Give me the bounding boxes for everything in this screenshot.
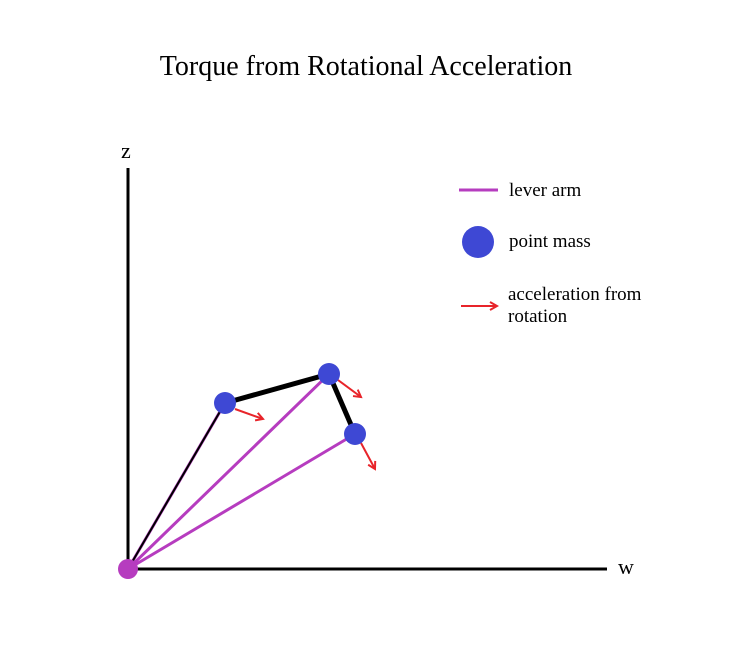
point-mass-2 (318, 363, 340, 385)
link-mass-1-to-mass-2 (224, 371, 330, 406)
pivot-point (118, 559, 138, 579)
diagram-title: Torque from Rotational Acceleration (160, 51, 572, 82)
legend: lever arm point mass acceleration from r… (459, 180, 642, 327)
point-mass-1 (214, 392, 236, 414)
acceleration-arrow-3 (360, 442, 375, 469)
lever-arm-2 (126, 372, 331, 571)
legend-acceleration-label-line2: rotation (508, 306, 568, 327)
legend-lever-arm-label: lever arm (509, 180, 581, 201)
acceleration-arrow-2 (337, 379, 361, 397)
legend-point-mass-label: point mass (509, 231, 591, 252)
point-mass-3 (344, 423, 366, 445)
z-axis-label: z (121, 138, 131, 163)
link-pivot-to-mass-1 (127, 402, 226, 570)
lever-arm-3 (127, 432, 356, 571)
w-axis-label: w (618, 554, 634, 579)
legend-acceleration-label-line1: acceleration from (508, 284, 642, 305)
acceleration-arrow-1 (234, 408, 263, 419)
legend-point-mass-swatch (462, 226, 494, 258)
